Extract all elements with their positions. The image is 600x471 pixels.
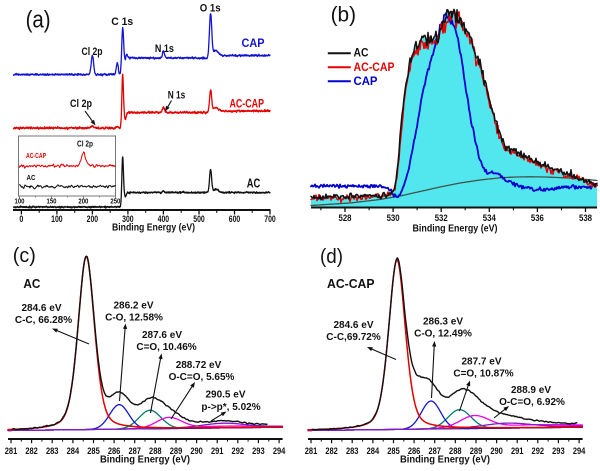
svg-text:287: 287 bbox=[128, 446, 141, 456]
svg-text:CAP: CAP bbox=[242, 36, 265, 50]
svg-text:284.6 eV: 284.6 eV bbox=[333, 320, 373, 331]
svg-text:284: 284 bbox=[367, 446, 380, 456]
svg-text:C=O, 10.87%: C=O, 10.87% bbox=[453, 369, 513, 380]
svg-text:281: 281 bbox=[305, 446, 318, 456]
svg-text:(d): (d) bbox=[320, 245, 343, 268]
svg-text:600: 600 bbox=[229, 214, 241, 225]
svg-text:284.6 eV: 284.6 eV bbox=[21, 303, 61, 314]
svg-text:530: 530 bbox=[387, 213, 400, 224]
svg-text:287.7 eV: 287.7 eV bbox=[461, 357, 501, 368]
svg-text:0: 0 bbox=[19, 214, 23, 225]
svg-text:N 1s: N 1s bbox=[168, 90, 186, 102]
svg-text:293: 293 bbox=[552, 446, 565, 456]
svg-text:100: 100 bbox=[15, 197, 25, 206]
svg-text:287.6 eV: 287.6 eV bbox=[142, 330, 182, 341]
svg-text:283: 283 bbox=[46, 446, 59, 456]
svg-text:(a): (a) bbox=[26, 7, 51, 34]
svg-text:C-O, 12.49%: C-O, 12.49% bbox=[414, 329, 472, 340]
svg-text:AC-CAP: AC-CAP bbox=[26, 151, 46, 160]
svg-text:286.3 eV: 286.3 eV bbox=[423, 317, 463, 328]
svg-text:290.5 eV: 290.5 eV bbox=[205, 390, 245, 401]
svg-text:300: 300 bbox=[122, 214, 134, 225]
svg-text:C-C,69.72%: C-C,69.72% bbox=[326, 332, 381, 343]
svg-text:294: 294 bbox=[573, 446, 586, 456]
svg-text:Binding Energy (eV): Binding Energy (eV) bbox=[400, 455, 490, 466]
svg-text:C-O, 12.58%: C-O, 12.58% bbox=[105, 313, 163, 324]
svg-text:291: 291 bbox=[511, 446, 524, 456]
svg-text:C=O, 10.46%: C=O, 10.46% bbox=[136, 342, 196, 353]
svg-text:285: 285 bbox=[387, 446, 400, 456]
svg-text:p->p*, 5.02%: p->p*, 5.02% bbox=[201, 402, 260, 413]
svg-text:AC-CAP: AC-CAP bbox=[354, 60, 395, 74]
svg-text:AC-CAP: AC-CAP bbox=[327, 277, 375, 291]
svg-text:287: 287 bbox=[428, 446, 441, 456]
svg-text:AC: AC bbox=[247, 176, 261, 190]
svg-text:289: 289 bbox=[470, 446, 483, 456]
svg-text:CAP: CAP bbox=[354, 74, 378, 88]
svg-text:250: 250 bbox=[110, 197, 120, 206]
svg-text:282: 282 bbox=[25, 446, 38, 456]
svg-text:AC: AC bbox=[27, 173, 36, 182]
svg-text:Cl 2p: Cl 2p bbox=[70, 98, 92, 110]
svg-text:AC-CAP: AC-CAP bbox=[230, 97, 265, 111]
svg-text:150: 150 bbox=[47, 197, 57, 206]
svg-text:400: 400 bbox=[158, 214, 170, 225]
svg-text:292: 292 bbox=[532, 446, 545, 456]
svg-text:286: 286 bbox=[408, 446, 421, 456]
svg-text:N 1s: N 1s bbox=[155, 43, 174, 55]
svg-text:294: 294 bbox=[273, 446, 286, 456]
svg-text:200: 200 bbox=[78, 197, 88, 206]
svg-text:O-C=O, 5.65%: O-C=O, 5.65% bbox=[169, 372, 235, 383]
svg-text:292: 292 bbox=[232, 446, 245, 456]
svg-text:288.72 eV: 288.72 eV bbox=[176, 360, 222, 371]
svg-text:Cl 2p: Cl 2p bbox=[82, 46, 103, 58]
svg-text:288: 288 bbox=[149, 446, 162, 456]
svg-text:AC: AC bbox=[354, 46, 369, 60]
svg-text:291: 291 bbox=[211, 446, 224, 456]
svg-text:534: 534 bbox=[483, 213, 497, 224]
svg-text:282: 282 bbox=[325, 446, 338, 456]
svg-text:700: 700 bbox=[264, 214, 276, 225]
svg-text:C-C, 66.28%: C-C, 66.28% bbox=[15, 315, 72, 326]
svg-text:288.9 eV: 288.9 eV bbox=[511, 385, 551, 396]
svg-text:(b): (b) bbox=[331, 4, 357, 27]
svg-text:288: 288 bbox=[449, 446, 462, 456]
svg-text:281: 281 bbox=[5, 446, 18, 456]
svg-text:285: 285 bbox=[87, 446, 100, 456]
svg-text:O-C=O, 6.92%: O-C=O, 6.92% bbox=[499, 397, 565, 408]
svg-text:532: 532 bbox=[435, 213, 448, 224]
svg-text:538: 538 bbox=[579, 213, 592, 224]
svg-text:536: 536 bbox=[531, 213, 544, 224]
svg-text:290: 290 bbox=[190, 446, 203, 456]
svg-text:290: 290 bbox=[490, 446, 503, 456]
svg-text:289: 289 bbox=[170, 446, 183, 456]
svg-text:O 1s: O 1s bbox=[200, 3, 221, 15]
svg-text:284: 284 bbox=[67, 446, 80, 456]
svg-text:AC: AC bbox=[23, 276, 41, 291]
svg-text:(c): (c) bbox=[13, 244, 36, 267]
svg-text:Cl 2p: Cl 2p bbox=[77, 140, 93, 149]
svg-text:C 1s: C 1s bbox=[111, 16, 133, 28]
svg-text:200: 200 bbox=[87, 214, 99, 225]
svg-text:Binding Energy (eV): Binding Energy (eV) bbox=[100, 455, 190, 466]
svg-text:283: 283 bbox=[346, 446, 359, 456]
svg-text:286: 286 bbox=[108, 446, 121, 456]
svg-text:Binding Energy (eV): Binding Energy (eV) bbox=[413, 224, 498, 235]
svg-text:Binding Energy (eV): Binding Energy (eV) bbox=[112, 223, 195, 234]
svg-text:293: 293 bbox=[252, 446, 265, 456]
svg-text:528: 528 bbox=[339, 213, 352, 224]
svg-text:500: 500 bbox=[193, 214, 205, 225]
svg-text:100: 100 bbox=[51, 214, 63, 225]
svg-text:286.2 eV: 286.2 eV bbox=[113, 301, 153, 312]
